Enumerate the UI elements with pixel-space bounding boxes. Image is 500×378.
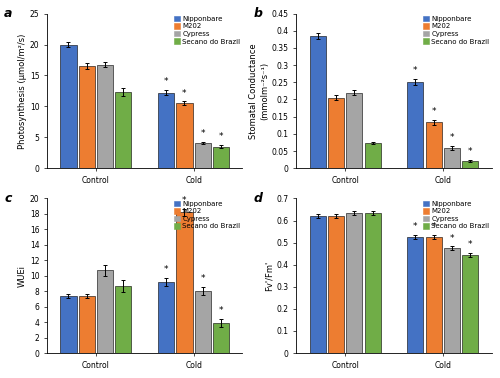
Text: *: * <box>450 234 454 243</box>
Bar <box>158 93 174 168</box>
Text: *: * <box>432 223 436 231</box>
Text: *: * <box>413 67 418 75</box>
Bar <box>60 45 76 168</box>
Text: c: c <box>4 192 12 205</box>
Text: *: * <box>219 306 224 315</box>
Bar <box>213 323 229 353</box>
Text: *: * <box>200 129 205 138</box>
Bar <box>116 92 132 168</box>
Bar <box>60 296 76 353</box>
Bar <box>364 213 380 353</box>
Y-axis label: Stomatal Conductance
(mmolm⁻²s⁻¹): Stomatal Conductance (mmolm⁻²s⁻¹) <box>250 43 269 139</box>
Bar <box>426 237 442 353</box>
Bar <box>408 237 424 353</box>
Text: *: * <box>468 147 472 156</box>
Bar <box>310 216 326 353</box>
Text: *: * <box>219 132 224 141</box>
Bar <box>194 143 211 168</box>
Text: *: * <box>164 77 168 87</box>
Text: *: * <box>182 88 186 98</box>
Bar <box>78 66 95 168</box>
Bar <box>444 148 460 168</box>
Bar <box>176 103 192 168</box>
Bar <box>213 147 229 168</box>
Bar <box>158 282 174 353</box>
Text: d: d <box>254 192 262 205</box>
Bar <box>116 286 132 353</box>
Text: a: a <box>4 8 12 20</box>
Legend: Nipponbare, M202, Cypress, Secano do Brazil: Nipponbare, M202, Cypress, Secano do Bra… <box>174 200 241 230</box>
Y-axis label: WUEi: WUEi <box>18 265 27 287</box>
Text: *: * <box>432 107 436 116</box>
Bar <box>462 161 478 168</box>
Bar <box>78 296 95 353</box>
Text: b: b <box>254 8 262 20</box>
Text: *: * <box>200 274 205 284</box>
Text: *: * <box>450 133 454 143</box>
Bar <box>462 255 478 353</box>
Bar <box>346 93 362 168</box>
Text: *: * <box>182 196 186 204</box>
Bar <box>426 122 442 168</box>
Bar <box>97 65 113 168</box>
Bar <box>444 248 460 353</box>
Y-axis label: Photosynthesis (µmol/m²/s): Photosynthesis (µmol/m²/s) <box>18 33 27 149</box>
Bar <box>176 212 192 353</box>
Text: *: * <box>164 265 168 274</box>
Text: *: * <box>468 240 472 249</box>
Legend: Nipponbare, M202, Cypress, Secano do Brazil: Nipponbare, M202, Cypress, Secano do Bra… <box>422 200 490 230</box>
Bar <box>328 98 344 168</box>
Bar <box>346 213 362 353</box>
Bar <box>310 36 326 168</box>
Text: *: * <box>413 223 418 231</box>
Y-axis label: Fv'/Fm': Fv'/Fm' <box>264 260 274 291</box>
Bar <box>194 291 211 353</box>
Legend: Nipponbare, M202, Cypress, Secano do Brazil: Nipponbare, M202, Cypress, Secano do Bra… <box>422 15 490 45</box>
Bar <box>408 82 424 168</box>
Bar <box>328 216 344 353</box>
Bar <box>97 270 113 353</box>
Bar <box>364 143 380 168</box>
Legend: Nipponbare, M202, Cypress, Secano do Brazil: Nipponbare, M202, Cypress, Secano do Bra… <box>174 15 241 45</box>
